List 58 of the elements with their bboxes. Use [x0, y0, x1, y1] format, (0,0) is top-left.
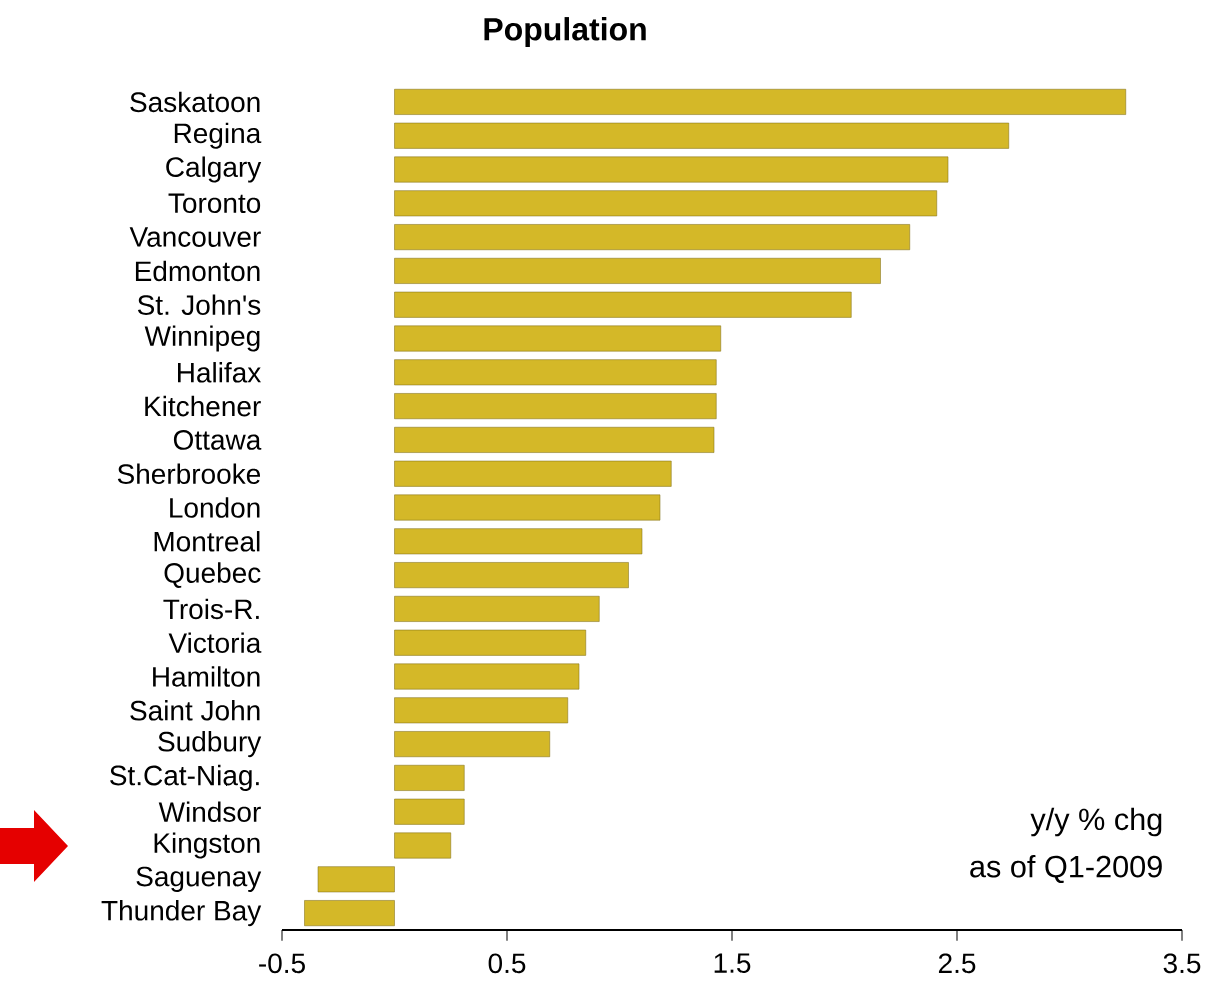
y-tick-label: Thunder Bay — [101, 900, 262, 927]
bar — [304, 900, 395, 927]
bar — [394, 832, 452, 859]
bar — [394, 393, 717, 420]
y-tick-label: Victoria — [168, 632, 262, 653]
bar — [394, 291, 852, 318]
bar — [394, 629, 587, 656]
bar — [394, 731, 551, 758]
y-tick-label: Edmonton — [135, 260, 260, 282]
y-tick-label: Windsor — [158, 801, 261, 822]
bar — [394, 122, 1010, 149]
x-tick-label: 3.5 — [1163, 953, 1201, 974]
bar — [394, 257, 881, 284]
y-tick-label: Saskatoon — [130, 91, 260, 113]
bar — [394, 426, 715, 453]
y-tick-label: Montreal — [154, 531, 260, 552]
bar — [394, 697, 569, 724]
bar — [394, 798, 465, 825]
bar — [394, 156, 949, 183]
bar — [317, 866, 395, 893]
bar — [394, 764, 465, 791]
y-tick-label: Ottawa — [173, 430, 262, 450]
bar — [394, 460, 672, 487]
bar — [394, 224, 911, 251]
bar — [394, 325, 722, 352]
bar — [394, 359, 717, 386]
bar — [394, 88, 1127, 115]
bar — [394, 595, 600, 622]
y-tick-label: Calgary — [166, 156, 262, 183]
y-tick-label: Winnipeg — [144, 325, 260, 352]
y-tick-label: Kingston — [154, 832, 260, 859]
y-tick-label: Regina — [174, 122, 262, 149]
x-tick-label: 0.5 — [488, 953, 526, 974]
y-tick-label: Kitchener — [145, 395, 261, 417]
annotation: as of Q1-2009 — [970, 854, 1162, 883]
bar — [394, 190, 938, 217]
annotation: y/y % chg — [1030, 807, 1162, 837]
y-tick-label: Sudbury — [158, 731, 262, 758]
y-tick-label: Toronto — [168, 193, 261, 214]
y-tick-label: Trois-R. — [163, 598, 259, 620]
x-tick-label: 2.5 — [938, 953, 976, 974]
y-tick-label: St.Cat-Niag. — [110, 764, 259, 791]
bar — [394, 494, 661, 521]
x-tick-label: 1.5 — [714, 953, 751, 973]
x-tick-label: -0.5 — [259, 953, 305, 974]
bar — [394, 528, 643, 555]
y-tick-label: Vancouver — [129, 227, 261, 247]
y-tick-label: Quebec — [164, 562, 261, 588]
bar — [394, 562, 629, 589]
y-tick-label: Saguenay — [136, 866, 262, 892]
y-tick-label: London — [170, 497, 260, 518]
chart-title: Population — [484, 17, 646, 47]
y-tick-label: Sherbrooke — [117, 463, 261, 484]
y-tick-label: Hamilton — [153, 666, 260, 687]
bar — [394, 663, 580, 690]
y-tick-label: Saint John — [130, 700, 260, 721]
y-tick-label: Halifax — [178, 362, 261, 383]
y-tick-label: St. John's — [137, 294, 261, 315]
